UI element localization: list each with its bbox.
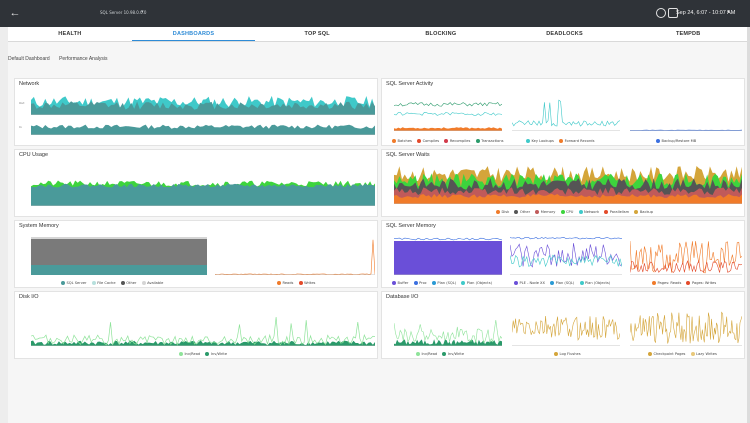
chart-series bbox=[394, 127, 502, 131]
log-flushes-chart bbox=[512, 315, 620, 346]
chart-legend: Inv/Read Inv/Write bbox=[412, 352, 464, 356]
chart-area bbox=[394, 241, 502, 275]
panel-title: Network bbox=[19, 81, 40, 87]
pages-chart bbox=[630, 240, 742, 275]
chart-legend: Disk Other Memory CPU Network Parallelis… bbox=[492, 210, 653, 214]
chart-series bbox=[630, 240, 742, 274]
chart-legend: Backup/Restore MB bbox=[652, 139, 696, 143]
chart-legend: Reads Writes bbox=[273, 281, 315, 285]
chart-series bbox=[31, 124, 375, 135]
chart-series bbox=[31, 101, 375, 115]
panel-title: Database I/O bbox=[386, 294, 419, 300]
settings-icon[interactable] bbox=[668, 8, 678, 18]
lookups-chart bbox=[512, 99, 620, 131]
chart-legend: Key Lookups Forward Records bbox=[522, 139, 594, 143]
chart-series bbox=[394, 319, 502, 344]
server-selector[interactable]: SQL Server 10.98.0.0.0 bbox=[100, 10, 147, 15]
checkpoint-chart bbox=[630, 311, 742, 346]
tab-bar: HEALTH DASHBOARDS TOP SQL BLOCKING DEADL… bbox=[8, 27, 750, 42]
subnav-performance-analysis[interactable]: Performance Analysis bbox=[59, 56, 108, 62]
chart-series bbox=[510, 254, 622, 268]
tab-health[interactable]: HEALTH bbox=[58, 31, 82, 37]
chart-series bbox=[630, 311, 742, 344]
buffer-chart bbox=[394, 237, 502, 275]
reads-writes-chart bbox=[215, 239, 375, 275]
chart-series bbox=[394, 339, 502, 346]
chart-legend: Inv/Read Inv/Write bbox=[175, 352, 227, 356]
cpu-usage-panel: CPU Usage bbox=[14, 149, 378, 217]
panel-title: SQL Server Memory bbox=[386, 223, 436, 229]
chart-legend: SQL Server File Cache Other Available bbox=[57, 281, 163, 285]
ple-chart bbox=[510, 237, 622, 275]
back-arrow-icon[interactable]: ← bbox=[9, 7, 21, 19]
subnav-default-dashboard[interactable]: Default Dashboard bbox=[8, 56, 50, 62]
system-memory-panel: System Memory SQL Server File Cache Othe… bbox=[14, 220, 378, 288]
backup-chart bbox=[630, 129, 742, 131]
chart-legend: PLE - Node XX Plan (SQL) Plan (Objects) bbox=[510, 281, 610, 285]
axis-label: Out bbox=[19, 101, 25, 105]
cpu-usage-chart bbox=[31, 180, 375, 206]
chart-series bbox=[31, 183, 375, 206]
activity-chart bbox=[394, 102, 502, 131]
waits-chart bbox=[394, 166, 742, 204]
panel-title: CPU Usage bbox=[19, 152, 49, 158]
database-io-panel: Database I/O Inv/Read Inv/Write Log Flus… bbox=[381, 291, 745, 359]
chart-legend: Log Flushes bbox=[550, 352, 581, 356]
tab-blocking[interactable]: BLOCKING bbox=[425, 31, 457, 37]
chart-series bbox=[394, 102, 502, 107]
tab-top-sql[interactable]: TOP SQL bbox=[304, 31, 330, 37]
network-in-chart bbox=[31, 124, 375, 135]
chart-legend: Checkpoint Pages Lazy Writes bbox=[644, 352, 717, 356]
chart-legend: Batches Compiles Recompiles Transactions bbox=[388, 139, 504, 143]
clock-icon[interactable] bbox=[656, 8, 666, 18]
panel-title: Disk I/O bbox=[19, 294, 39, 300]
chart-series bbox=[394, 112, 502, 116]
chart-series bbox=[215, 239, 375, 275]
chart-area bbox=[31, 265, 207, 275]
chart-legend: Pages: Reads Pages: Writes bbox=[648, 281, 716, 285]
dashboard-subnav: Default Dashboard Performance Analysis bbox=[8, 56, 115, 62]
system-memory-chart bbox=[31, 237, 207, 275]
network-out-chart bbox=[31, 95, 375, 115]
chart-series bbox=[512, 315, 620, 341]
sql-server-waits-panel: SQL Server Waits Disk Other Memory CPU N… bbox=[381, 149, 745, 217]
tab-dashboards[interactable]: DASHBOARDS bbox=[131, 27, 256, 41]
chevron-down-icon[interactable]: ▾ bbox=[727, 9, 730, 15]
chart-series bbox=[394, 194, 742, 204]
chart-series bbox=[510, 243, 622, 268]
scrollbar[interactable] bbox=[747, 27, 750, 423]
chevron-down-icon[interactable]: ▾ bbox=[141, 9, 144, 15]
chart-series bbox=[31, 340, 375, 346]
chart-legend: Buffer Proc Plan (SQL) Plan (Objects) bbox=[388, 281, 492, 285]
chart-series bbox=[512, 99, 620, 127]
chart-area bbox=[31, 239, 207, 265]
disk-io-panel: Disk I/O Inv/Read Inv/Write bbox=[14, 291, 378, 359]
tab-tempdb[interactable]: TEMPDB bbox=[675, 31, 701, 37]
chart-series bbox=[510, 237, 622, 240]
panel-title: System Memory bbox=[19, 223, 59, 229]
top-bar: ← SQL Server 10.98.0.0.0 ▾ Sep 24, 6:07 … bbox=[0, 0, 750, 27]
panel-title: SQL Server Activity bbox=[386, 81, 434, 87]
sql-server-activity-panel: SQL Server Activity Batches Compiles Rec… bbox=[381, 78, 745, 146]
disk-io-chart bbox=[31, 316, 375, 346]
time-range[interactable]: Sep 24, 6:07 - 10:07 AM bbox=[676, 10, 736, 16]
sql-server-memory-panel: SQL Server Memory Buffer Proc Plan (SQL)… bbox=[381, 220, 745, 288]
db-io-chart bbox=[394, 319, 502, 346]
chart-series bbox=[630, 260, 742, 274]
network-panel: Network Out In bbox=[14, 78, 378, 146]
panel-title: SQL Server Waits bbox=[386, 152, 430, 158]
chart-series bbox=[394, 237, 502, 241]
tab-deadlocks[interactable]: DEADLOCKS bbox=[546, 31, 583, 37]
chart-series bbox=[31, 316, 375, 346]
axis-label: In bbox=[19, 125, 22, 129]
